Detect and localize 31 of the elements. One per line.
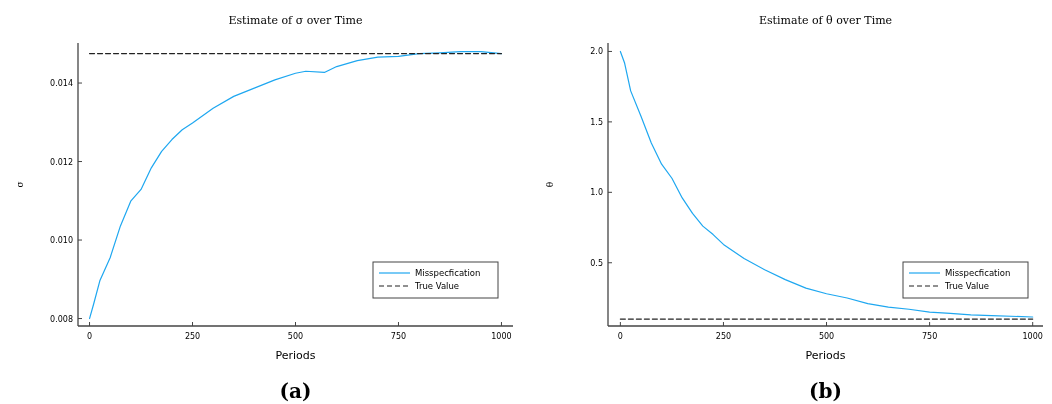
legend-label: Misspecfication — [415, 268, 481, 278]
line-series — [619, 50, 1034, 318]
y-tick-label: 0.014 — [50, 79, 73, 89]
x-tick-label: 1000 — [491, 332, 512, 341]
y-tick-label: 1.0 — [590, 188, 603, 198]
x-axis-title: Periods — [805, 349, 846, 362]
y-tick-label: 0.012 — [50, 157, 73, 167]
x-tick-label: 500 — [818, 332, 835, 341]
legend-label: Misspecfication — [945, 268, 1011, 278]
chart-title: Estimate of σ over Time — [228, 14, 363, 27]
y-tick-label: 0.010 — [50, 236, 73, 246]
x-tick-label: 0 — [617, 332, 623, 341]
legend-label: True Value — [414, 281, 460, 291]
x-axis-title: Periods — [275, 349, 316, 362]
x-tick-label: 250 — [715, 332, 732, 341]
text: (b) — [809, 379, 842, 403]
chart-title: Estimate of θ over Time — [758, 14, 893, 27]
y-axis-title: σ — [15, 181, 25, 188]
x-tick-label: 750 — [921, 332, 938, 341]
x-tick-label: 1000 — [1022, 332, 1043, 341]
text: (a) — [279, 379, 312, 403]
y-tick-label: 1.5 — [590, 117, 603, 127]
y-tick-label: 0.5 — [590, 258, 603, 268]
y-tick-label: 2.0 — [590, 47, 603, 57]
y-axis-title: θ — [545, 181, 555, 188]
x-tick-label: 0 — [86, 332, 93, 341]
x-tick-label: 500 — [287, 332, 304, 341]
x-tick-label: 250 — [184, 332, 201, 341]
y-tick-label: 0.008 — [50, 314, 73, 324]
legend-label: True Value — [944, 281, 990, 291]
x-tick-label: 750 — [390, 332, 407, 341]
